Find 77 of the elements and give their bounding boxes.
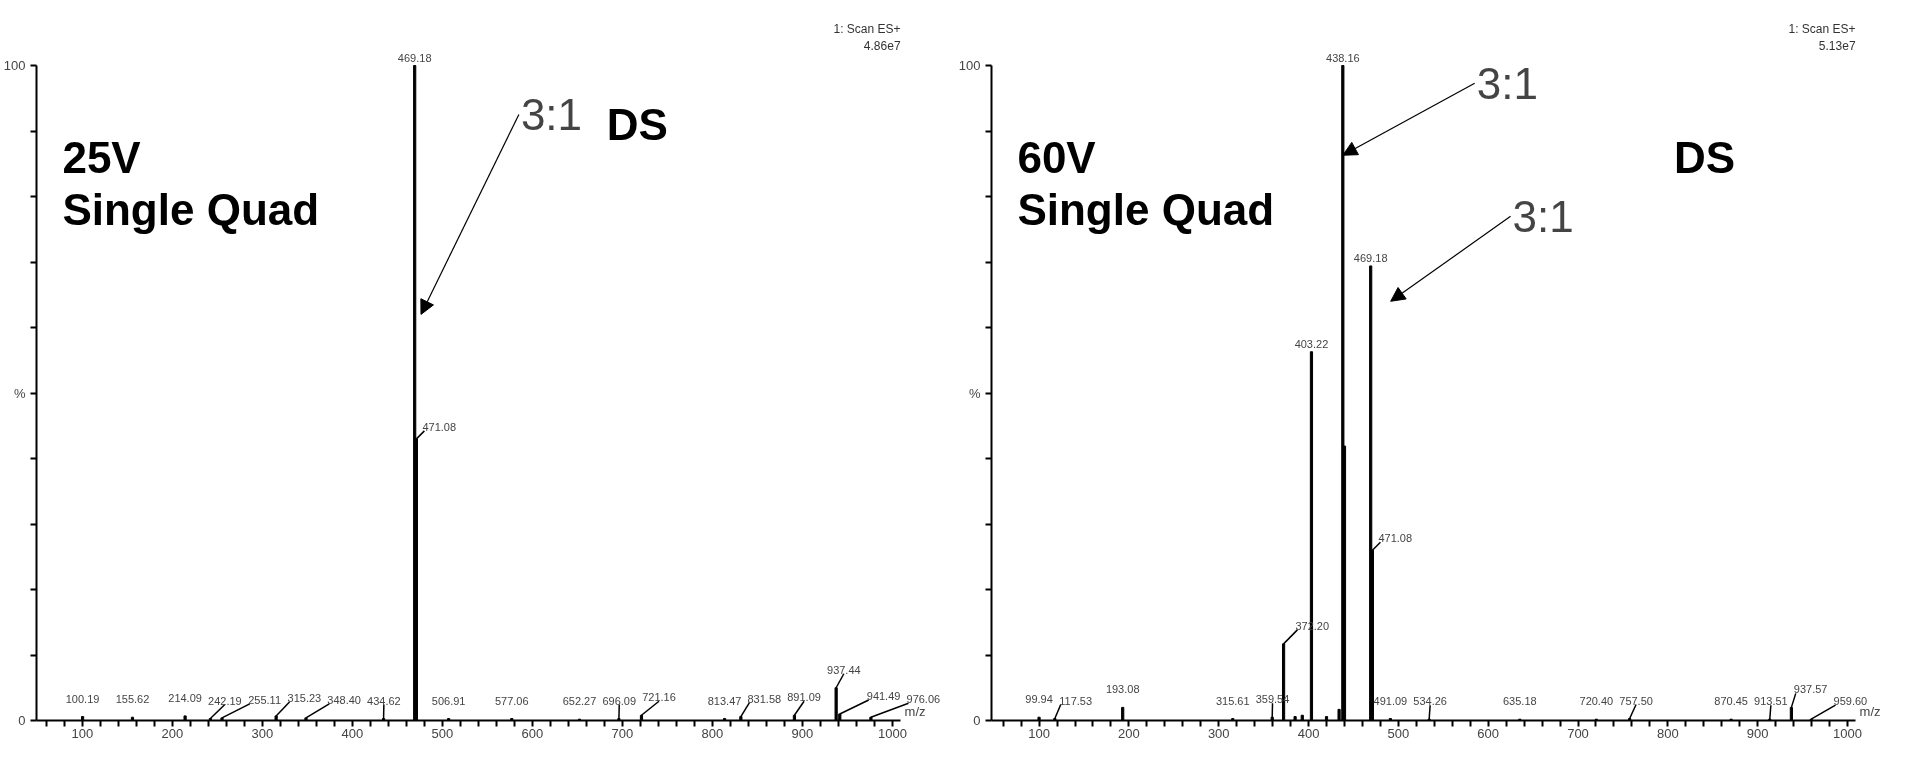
annotation: 469.18 (1353, 251, 1388, 264)
x-tick-label: 900 (1746, 725, 1769, 741)
annotation: 155.62 (115, 693, 150, 706)
x-tick-label: 900 (791, 725, 814, 741)
annotation: 937.44 (827, 663, 861, 676)
x-tick-label: 500 (1387, 725, 1410, 741)
annotation: 255.11 (248, 693, 282, 706)
text: 1: Scan ES+ (1788, 22, 1856, 37)
x-tick-label: 500 (431, 725, 454, 741)
x-tick-label: 1000 (1833, 725, 1862, 741)
annotation: DS (1674, 132, 1736, 182)
x-tick-label: 300 (251, 725, 274, 741)
annotation: 403.22 (1294, 337, 1329, 350)
annotation: 976.06 (906, 693, 941, 706)
annotation: 652.27 (562, 695, 597, 708)
annotation: 434.62 (367, 694, 401, 707)
annotation: 117.53 (1059, 694, 1093, 707)
annotation: 870.45 (1714, 695, 1748, 708)
y-tick-label: 0 (18, 713, 26, 728)
text: 5.13e7 (1818, 39, 1856, 54)
annotation: 506.91 (431, 694, 466, 707)
annotation: 315.23 (287, 691, 322, 704)
annotation: 757.50 (1619, 694, 1653, 707)
annotation: DS (606, 99, 668, 149)
annotation: 99.94 (1025, 693, 1053, 706)
text: 1: Scan ES+ (833, 22, 901, 37)
annotation: 891.09 (787, 691, 821, 704)
annotation: 25V (62, 132, 142, 182)
annotation: 720.40 (1579, 695, 1614, 708)
annotation: 696.09 (602, 694, 637, 707)
annotation: 471.08 (422, 420, 457, 433)
annotation: 214.09 (168, 691, 202, 704)
annotation: 438.16 (1326, 51, 1360, 64)
annotation: 60V (1017, 132, 1097, 182)
x-tick-label: 300 (1207, 725, 1230, 741)
annotation: 577.06 (494, 694, 529, 707)
annotation: 471.08 (1378, 532, 1413, 545)
annotation: 635.18 (1502, 695, 1537, 708)
text: 4.86e7 (863, 39, 901, 54)
annotation: 534.26 (1413, 695, 1447, 708)
x-axis-title: m/z (904, 703, 926, 719)
annotation: 941.49 (866, 689, 901, 702)
annotation: Single Quad (62, 185, 320, 235)
annotation: 315.61 (1215, 694, 1250, 707)
annotation: 3:1 (1476, 58, 1538, 108)
x-tick-label: 100 (71, 725, 94, 741)
y-tick-label: 100 (958, 58, 981, 73)
x-tick-label: 100 (1028, 725, 1050, 741)
x-tick-label: 800 (701, 725, 724, 741)
y-tick-label: % (13, 385, 26, 401)
y-tick-label: 100 (3, 58, 26, 73)
annotation: 469.18 (397, 51, 432, 64)
annotation: 831.58 (747, 692, 782, 705)
x-tick-label: 600 (1477, 725, 1500, 741)
annotation: 721.16 (642, 691, 676, 704)
y-tick-label: 0 (973, 713, 981, 728)
x-tick-label: 600 (521, 725, 544, 741)
annotation: 813.47 (707, 694, 742, 707)
x-tick-label: 400 (1297, 725, 1320, 741)
x-tick-label: 400 (341, 725, 364, 741)
x-tick-label: 1000 (877, 725, 907, 741)
annotation: 193.08 (1105, 683, 1140, 696)
x-tick-label: 200 (161, 725, 184, 741)
annotation: 348.40 (327, 693, 361, 706)
annotation: 3:1 (1512, 191, 1574, 241)
annotation: 3:1 (520, 89, 583, 139)
annotation: Single Quad (1017, 185, 1275, 235)
y-tick-label: % (968, 385, 981, 401)
x-tick-label: 200 (1118, 725, 1140, 741)
x-tick-label: 700 (611, 725, 634, 741)
annotation: 937.57 (1793, 683, 1828, 696)
annotation: 959.60 (1833, 695, 1868, 708)
x-tick-label: 700 (1567, 725, 1589, 741)
annotation: 242.19 (208, 694, 242, 707)
annotation: 100.19 (65, 692, 100, 705)
x-tick-label: 800 (1656, 725, 1679, 741)
annotation: 913.51 (1754, 695, 1788, 708)
